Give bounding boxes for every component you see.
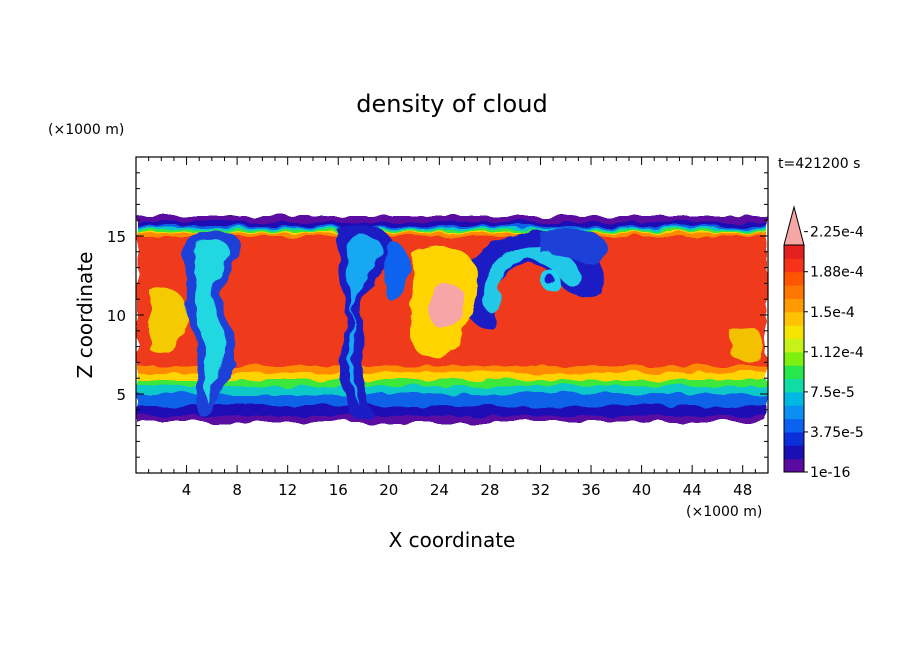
colorbar-frame	[783, 244, 805, 473]
x-axis-label: X coordinate	[389, 528, 516, 552]
central-column-right-lobe	[383, 240, 411, 300]
x-tick-label: 36	[581, 481, 600, 499]
time-label: t=421200 s	[778, 156, 860, 172]
colorbar-band	[784, 418, 804, 433]
colorbar-band	[784, 351, 804, 366]
colorbar-label: 1.12e-4	[810, 345, 864, 361]
y-tick-label: 15	[107, 228, 126, 246]
chart-title: density of cloud	[356, 90, 547, 118]
x-tick-label: 44	[683, 481, 702, 499]
colorbar-band	[784, 298, 804, 313]
plume-core	[427, 282, 465, 328]
central-column-edge	[347, 234, 382, 408]
cloud-density-field	[137, 216, 767, 422]
right-lower-patch	[730, 326, 765, 363]
x-tick-label: 20	[379, 481, 398, 499]
colorbar-band	[784, 458, 804, 473]
colorbar-band	[784, 311, 804, 326]
colorbar-band	[784, 405, 804, 420]
colorbar-band	[784, 285, 804, 299]
y-axis-ticks: 5 10 15	[107, 172, 768, 458]
x-tick-label: 40	[632, 481, 651, 499]
x-axis-unit: (×1000 m)	[686, 504, 762, 520]
y-tick-label: 10	[107, 307, 126, 325]
left-turbulent-column-edge	[193, 239, 230, 404]
colorbar-band	[784, 445, 804, 460]
x-tick-label: 8	[232, 481, 242, 499]
colorbar-band	[784, 258, 804, 273]
y-tick-label: 5	[116, 386, 126, 404]
colorbar-label: 3.75e-5	[810, 425, 864, 441]
colorbar-band	[784, 271, 804, 286]
swirl-inner	[483, 246, 581, 315]
x-tick-label: 48	[733, 481, 752, 499]
colorbar-band	[784, 431, 804, 446]
x-tick-label: 16	[329, 481, 348, 499]
colorbar-label: 1.88e-4	[810, 265, 864, 281]
x-tick-label: 24	[430, 481, 449, 499]
x-tick-label: 28	[480, 481, 499, 499]
colorbar-label: 2.25e-4	[810, 225, 864, 241]
x-tick-label: 12	[278, 481, 297, 499]
x-axis-ticks: 4 8 12 16 20 24 28 32 36 40 44 48	[148, 157, 756, 499]
colorbar-extend-arrow	[783, 205, 805, 246]
colorbar-label: 1.5e-4	[810, 305, 855, 321]
colorbar-band	[784, 325, 804, 339]
colorbar-label: 7.5e-5	[810, 385, 855, 401]
swirl-eye-core	[545, 275, 555, 285]
y-axis-label: Z coordinate	[73, 252, 97, 379]
right-upper-turbulence	[540, 228, 610, 265]
x-tick-label: 32	[531, 481, 550, 499]
colorbar-band	[784, 338, 804, 353]
colorbar-band	[784, 391, 804, 406]
x-tick-label: 4	[182, 481, 192, 499]
colorbar-label: 1e-16	[810, 465, 850, 481]
colorbar-band	[784, 365, 804, 380]
left-mixed-patch	[150, 286, 187, 354]
colorbar-band	[784, 378, 804, 393]
y-axis-unit: (×1000 m)	[48, 122, 124, 138]
colorbar: 1e-16 3.75e-5 7.5e-5 1.12e-4 1.5e-4 1.88e-4 2.…	[783, 205, 864, 481]
colorbar-band	[784, 245, 804, 259]
